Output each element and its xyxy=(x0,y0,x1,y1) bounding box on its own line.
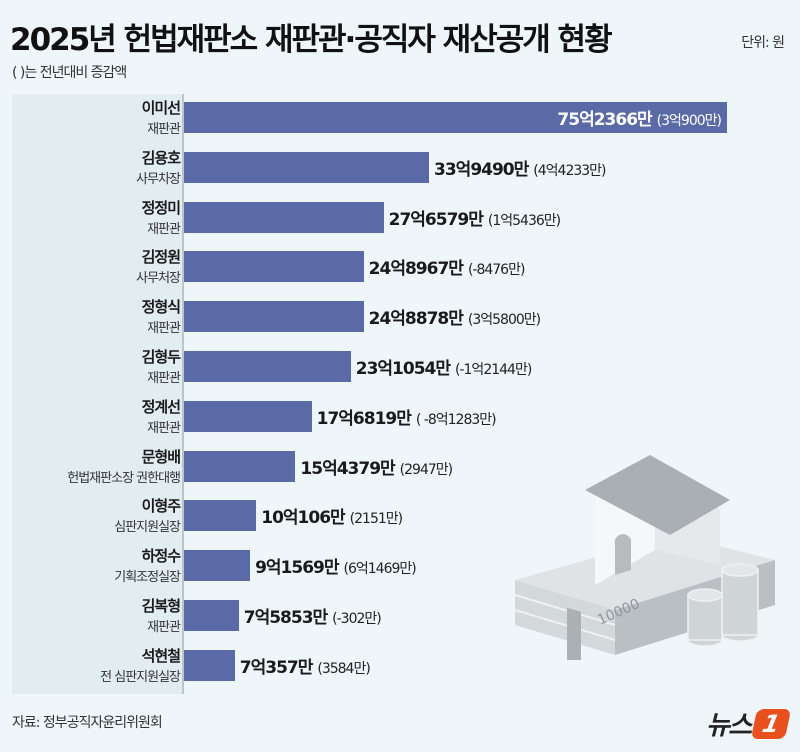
house-money-illustration: 10000 xyxy=(514,455,775,660)
category-role: 재판관 xyxy=(147,420,181,436)
bar xyxy=(184,351,351,382)
change-label: (2151만) xyxy=(349,511,403,528)
bar xyxy=(184,649,235,681)
change-label: (-1억2144만) xyxy=(455,362,532,378)
category-name: 정계선 xyxy=(141,397,181,416)
category-role: 심판지원실장 xyxy=(114,520,181,536)
y-axis-line xyxy=(182,94,184,694)
value-label-group: 10억106만 (2151만) xyxy=(261,503,403,529)
value-label: 10억106만 xyxy=(261,508,345,529)
bar xyxy=(184,600,239,631)
category-role: 재판관 xyxy=(147,321,181,337)
value-label-group: 7억5853만 (-302만) xyxy=(243,603,382,628)
change-label: (3억5800만) xyxy=(467,312,541,329)
change-label: (4억4233만) xyxy=(533,162,606,179)
value-label: 75억2366만 xyxy=(557,110,652,130)
value-label-group: 17억6819만( -8억1283만) xyxy=(316,404,497,429)
bar xyxy=(184,550,251,582)
category-role: 재판관 xyxy=(147,371,181,386)
category-name: 석현철 xyxy=(141,646,181,665)
category-name: 하정수 xyxy=(141,547,181,566)
bar xyxy=(184,500,257,532)
category-role: 재판관 xyxy=(147,620,181,635)
category-role: 전 심판지원실장 xyxy=(100,669,181,685)
category-role: 사무차장 xyxy=(136,171,181,187)
category-role: 사무처장 xyxy=(136,271,181,287)
bar xyxy=(184,251,364,283)
value-label-group: 24억8967만 (-8476만) xyxy=(368,254,526,280)
bar xyxy=(184,450,296,482)
chart-title: 2025년 헌법재판소 재판관·공직자 재산공개 현황 xyxy=(10,22,613,58)
category-name: 이형주 xyxy=(141,497,181,516)
value-label: 33억9490만 xyxy=(434,159,529,180)
category-name: 정정미 xyxy=(141,198,181,217)
value-label: 7억5853만 xyxy=(243,608,328,628)
category-role: 헌법재판소장 권한대행 xyxy=(67,470,181,486)
category-role: 기획조정실장 xyxy=(114,570,181,586)
bar xyxy=(184,151,430,183)
value-label-group: 23억1054만 (-1억2144만) xyxy=(355,354,533,379)
category-name: 김형두 xyxy=(141,348,181,366)
source-note: 자료: 정부공직자윤리위원회 xyxy=(12,715,163,731)
value-label: 27억6579만 xyxy=(388,209,484,230)
value-label: 15억4379만 xyxy=(300,458,395,479)
value-label-group: 15억4379만 (2947만) xyxy=(300,454,453,479)
category-name: 이미선 xyxy=(141,99,181,117)
value-label: 7억357만 xyxy=(239,657,314,678)
category-name: 김복형 xyxy=(141,597,181,615)
change-label: (-8476만) xyxy=(467,262,525,279)
logo-text: 뉴스 xyxy=(706,711,752,741)
value-label-group: 7억357만 (3584만) xyxy=(239,653,371,678)
value-label-group: 24억8878만 (3억5800만) xyxy=(368,304,542,330)
news1-logo: 뉴스 1 xyxy=(706,705,792,742)
change-label: (2947만) xyxy=(399,461,453,478)
category-name: 문형배 xyxy=(141,447,181,466)
change-label: (3584만) xyxy=(317,660,370,677)
chart-subtitle: ( )는 전년대비 증감액 xyxy=(12,65,127,81)
category-role: 재판관 xyxy=(147,122,181,137)
unit-label: 단위: 원 xyxy=(741,35,785,51)
category-name: 김정원 xyxy=(141,248,181,267)
change-label: (-302만) xyxy=(332,611,382,627)
bar xyxy=(184,201,384,233)
value-label: 23억1054만 xyxy=(355,359,451,379)
bar xyxy=(184,400,312,432)
value-label: 24억8878만 xyxy=(368,309,464,330)
value-label-group: 9억1569만 (6억1469만) xyxy=(255,553,417,579)
value-label: 17억6819만 xyxy=(316,408,412,429)
label-panel xyxy=(12,94,183,694)
value-label-group: 75억2366만 (3억900만) xyxy=(557,105,722,130)
value-label: 9억1569만 xyxy=(255,558,339,579)
category-name: 김용호 xyxy=(141,148,181,167)
logo-mark: 1 xyxy=(750,708,792,739)
change-label: ( -8억1283만) xyxy=(415,411,497,428)
change-label: (6억1469만) xyxy=(343,561,417,578)
change-label: (3억900만) xyxy=(656,113,722,129)
bar xyxy=(184,102,727,133)
value-label-group: 27억6579만 (1억5436만) xyxy=(388,205,562,230)
change-label: (1억5436만) xyxy=(487,212,561,229)
bar xyxy=(184,301,364,333)
value-label: 24억8967만 xyxy=(368,259,464,280)
category-role: 재판관 xyxy=(147,221,181,237)
value-label-group: 33억9490만 (4억4233만) xyxy=(434,155,607,180)
category-name: 정형식 xyxy=(141,298,181,317)
